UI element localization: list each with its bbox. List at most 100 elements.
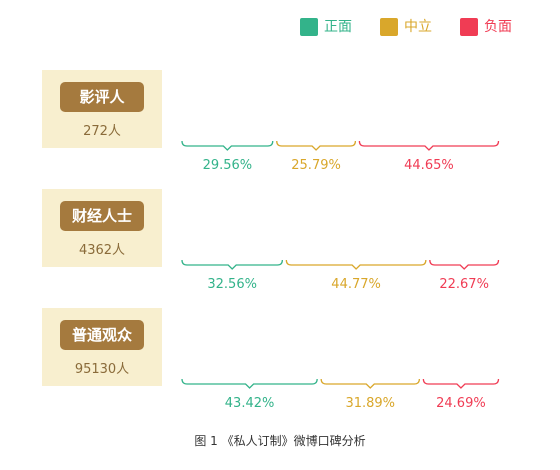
person-figure-正面: [313, 72, 335, 140]
person-figure-正面: [476, 191, 498, 259]
person-figure-负面: [443, 72, 465, 140]
person-figure-负面: [281, 310, 303, 378]
person-figure-负面: [378, 310, 400, 378]
percentage-label: 24.69%: [436, 396, 486, 411]
legend-item-neutral: 中立: [380, 16, 432, 38]
person-figure-负面: [248, 72, 270, 140]
person-figure-负面: [411, 191, 433, 259]
person-figure-正面: [411, 191, 433, 259]
percentage-label: 32.56%: [207, 277, 257, 292]
person-figure-中立: [281, 72, 303, 140]
bracket-正面: [181, 259, 284, 270]
person-figure-负面: [476, 310, 498, 378]
percentage-label: 31.89%: [345, 396, 396, 411]
person-figure-负面: [313, 72, 335, 140]
group-count: 95130人: [74, 362, 130, 377]
group-count: 4362人: [78, 243, 126, 258]
bracket-负面: [358, 140, 500, 151]
person-figure-中立: [313, 72, 335, 140]
group-count: 272人: [83, 124, 121, 139]
person-figure-正面: [476, 310, 498, 378]
person-figure-负面: [216, 191, 238, 259]
person-figure-负面: [183, 191, 205, 259]
bracket-负面: [422, 378, 500, 389]
person-figure-中立: [216, 191, 238, 259]
person-figure-正面: [216, 72, 238, 140]
person-figure-正面: [313, 310, 335, 378]
legend: 正面 中立 负面: [300, 16, 540, 38]
person-figure-中立: [248, 72, 270, 140]
person-figure-中立: [443, 191, 465, 259]
person-figure-负面: [281, 191, 303, 259]
group-label-finance: 财经人士 4362人: [42, 189, 162, 267]
person-figure-中立: [313, 310, 335, 378]
person-figure-正面: [443, 310, 465, 378]
person-figure-负面: [248, 310, 270, 378]
bracket-正面: [181, 140, 274, 151]
percentage-label: 44.77%: [331, 277, 381, 292]
person-figure-负面: [411, 72, 433, 140]
person-figure-正面: [248, 310, 270, 378]
person-figure-中立: [476, 72, 498, 140]
person-figure-中立: [476, 191, 498, 259]
group-label-audience: 普通观众 95130人: [42, 308, 162, 386]
legend-item-positive: 正面: [300, 16, 352, 38]
bracket-正面: [181, 378, 318, 389]
person-figure-中立: [346, 72, 368, 140]
group-name: 普通观众: [60, 320, 144, 350]
person-figure-负面: [378, 191, 400, 259]
person-figure-中立: [411, 72, 433, 140]
person-figure-负面: [183, 310, 205, 378]
person-figure-正面: [281, 191, 303, 259]
percentage-label: 44.65%: [404, 158, 454, 173]
person-figure-正面: [443, 72, 465, 140]
person-figure-正面: [346, 72, 368, 140]
person-figure-正面: [378, 72, 400, 140]
person-figure-负面: [443, 310, 465, 378]
person-figure-正面: [248, 72, 270, 140]
person-figure-中立: [183, 191, 205, 259]
group-name: 财经人士: [60, 201, 144, 231]
person-figure-正面: [281, 310, 303, 378]
person-figure-正面: [378, 310, 400, 378]
person-figure-负面: [183, 72, 205, 140]
person-figure-中立: [281, 310, 303, 378]
group-name: 影评人: [60, 82, 144, 112]
person-figure-中立: [411, 191, 433, 259]
bracket-中立: [276, 140, 357, 151]
person-figure-负面: [476, 72, 498, 140]
legend-label-negative: 负面: [484, 19, 512, 35]
person-figure-中立: [216, 72, 238, 140]
person-figure-中立: [346, 191, 368, 259]
person-figure-正面: [183, 72, 205, 140]
figure-caption: 图 1 《私人订制》微博口碑分析: [194, 434, 366, 448]
person-figure-正面: [411, 310, 433, 378]
person-figure-中立: [476, 310, 498, 378]
person-figure-负面: [476, 191, 498, 259]
person-figure-正面: [248, 191, 270, 259]
person-figure-正面: [183, 191, 205, 259]
person-figure-负面: [216, 72, 238, 140]
person-figure-负面: [443, 191, 465, 259]
person-figure-负面: [313, 191, 335, 259]
person-figure-负面: [216, 310, 238, 378]
person-figure-负面: [346, 72, 368, 140]
person-figure-正面: [476, 72, 498, 140]
person-figure-正面: [443, 191, 465, 259]
person-figure-中立: [313, 191, 335, 259]
person-figure-中立: [411, 310, 433, 378]
person-figure-负面: [248, 191, 270, 259]
group-label-critics: 影评人 272人: [42, 70, 162, 148]
person-figure-负面: [346, 310, 368, 378]
person-figure-正面: [216, 310, 238, 378]
bracket-中立: [285, 259, 427, 270]
person-figure-正面: [346, 310, 368, 378]
person-figure-正面: [346, 191, 368, 259]
percentage-label: 25.79%: [291, 158, 341, 173]
person-figure-中立: [183, 72, 205, 140]
person-figure-正面: [411, 72, 433, 140]
legend-label-positive: 正面: [324, 19, 352, 35]
person-figure-中立: [281, 191, 303, 259]
legend-item-negative: 负面: [460, 16, 512, 38]
